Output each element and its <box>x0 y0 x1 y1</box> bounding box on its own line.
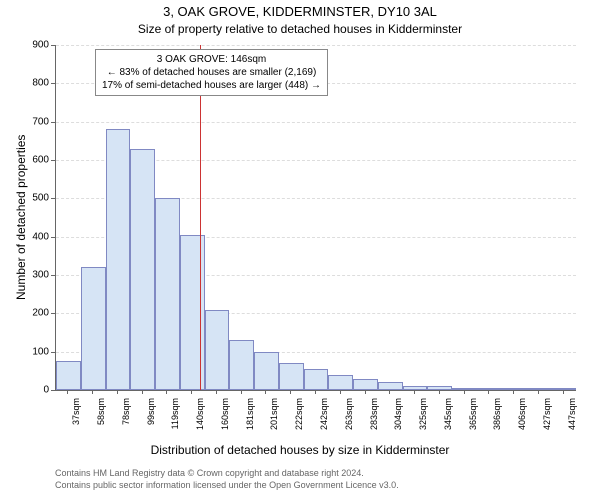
ytick-mark <box>51 198 55 199</box>
histogram-bar <box>551 388 576 390</box>
xtick-mark <box>464 390 465 394</box>
ytick-label: 700 <box>25 116 49 127</box>
xtick-mark <box>191 390 192 394</box>
ytick-mark <box>51 160 55 161</box>
xtick-label: 242sqm <box>319 398 329 446</box>
xtick-label: 58sqm <box>96 398 106 446</box>
xtick-label: 427sqm <box>542 398 552 446</box>
histogram-bar <box>130 149 155 391</box>
xtick-mark <box>538 390 539 394</box>
histogram-bar <box>279 363 304 390</box>
gridline <box>56 122 576 123</box>
plot-area <box>55 45 576 391</box>
xtick-mark <box>265 390 266 394</box>
xtick-mark <box>414 390 415 394</box>
histogram-bar <box>427 386 452 390</box>
xtick-mark <box>142 390 143 394</box>
chart-subtitle: Size of property relative to detached ho… <box>0 22 600 36</box>
xtick-label: 181sqm <box>245 398 255 446</box>
ytick-label: 500 <box>25 193 49 204</box>
xtick-label: 263sqm <box>344 398 354 446</box>
ytick-label: 900 <box>25 40 49 51</box>
histogram-bar <box>328 375 353 390</box>
ytick-label: 400 <box>25 231 49 242</box>
xtick-mark <box>513 390 514 394</box>
xtick-label: 304sqm <box>393 398 403 446</box>
marker-line <box>200 45 201 390</box>
xtick-mark <box>241 390 242 394</box>
xtick-mark <box>166 390 167 394</box>
xtick-mark <box>315 390 316 394</box>
xtick-mark <box>389 390 390 394</box>
histogram-bar <box>155 198 180 390</box>
xtick-label: 160sqm <box>220 398 230 446</box>
xtick-mark <box>67 390 68 394</box>
histogram-bar <box>526 388 551 390</box>
annotation-line-3: 17% of semi-detached houses are larger (… <box>102 79 321 92</box>
xtick-mark <box>365 390 366 394</box>
histogram-bar <box>353 379 378 391</box>
footer-text: Contains HM Land Registry data © Crown c… <box>55 468 399 491</box>
ytick-label: 0 <box>25 385 49 396</box>
footer-line-2: Contains public sector information licen… <box>55 480 399 492</box>
xtick-label: 283sqm <box>369 398 379 446</box>
chart-container: 3, OAK GROVE, KIDDERMINSTER, DY10 3AL Si… <box>0 0 600 500</box>
xtick-label: 201sqm <box>269 398 279 446</box>
ytick-mark <box>51 45 55 46</box>
histogram-bar <box>304 369 329 390</box>
xtick-mark <box>340 390 341 394</box>
annotation-box: 3 OAK GROVE: 146sqm← 83% of detached hou… <box>95 49 328 96</box>
ytick-label: 800 <box>25 78 49 89</box>
histogram-bar <box>106 129 131 390</box>
histogram-bar <box>378 382 403 390</box>
ytick-mark <box>51 352 55 353</box>
xtick-label: 365sqm <box>468 398 478 446</box>
ytick-label: 100 <box>25 346 49 357</box>
ytick-label: 600 <box>25 155 49 166</box>
chart-title: 3, OAK GROVE, KIDDERMINSTER, DY10 3AL <box>0 4 600 19</box>
ytick-mark <box>51 313 55 314</box>
xtick-label: 119sqm <box>170 398 180 446</box>
ytick-mark <box>51 83 55 84</box>
xtick-label: 140sqm <box>195 398 205 446</box>
ytick-mark <box>51 122 55 123</box>
ytick-label: 300 <box>25 270 49 281</box>
xtick-label: 345sqm <box>443 398 453 446</box>
histogram-bar <box>56 361 81 390</box>
xtick-label: 386sqm <box>492 398 502 446</box>
histogram-bar <box>229 340 254 390</box>
annotation-line-2: ← 83% of detached houses are smaller (2,… <box>102 66 321 79</box>
histogram-bar <box>254 352 279 390</box>
xtick-mark <box>563 390 564 394</box>
annotation-line-1: 3 OAK GROVE: 146sqm <box>102 53 321 66</box>
xtick-mark <box>216 390 217 394</box>
xtick-mark <box>290 390 291 394</box>
xtick-mark <box>488 390 489 394</box>
gridline <box>56 45 576 46</box>
xtick-label: 222sqm <box>294 398 304 446</box>
footer-line-1: Contains HM Land Registry data © Crown c… <box>55 468 399 480</box>
xtick-mark <box>117 390 118 394</box>
ytick-mark <box>51 275 55 276</box>
histogram-bar <box>81 267 106 390</box>
xtick-label: 406sqm <box>517 398 527 446</box>
xtick-label: 37sqm <box>71 398 81 446</box>
xtick-label: 99sqm <box>146 398 156 446</box>
ytick-mark <box>51 390 55 391</box>
xtick-label: 325sqm <box>418 398 428 446</box>
xtick-label: 78sqm <box>121 398 131 446</box>
ytick-label: 200 <box>25 308 49 319</box>
xtick-mark <box>439 390 440 394</box>
histogram-bar <box>205 310 230 391</box>
xtick-mark <box>92 390 93 394</box>
xtick-label: 447sqm <box>567 398 577 446</box>
ytick-mark <box>51 237 55 238</box>
histogram-bar <box>452 388 477 390</box>
